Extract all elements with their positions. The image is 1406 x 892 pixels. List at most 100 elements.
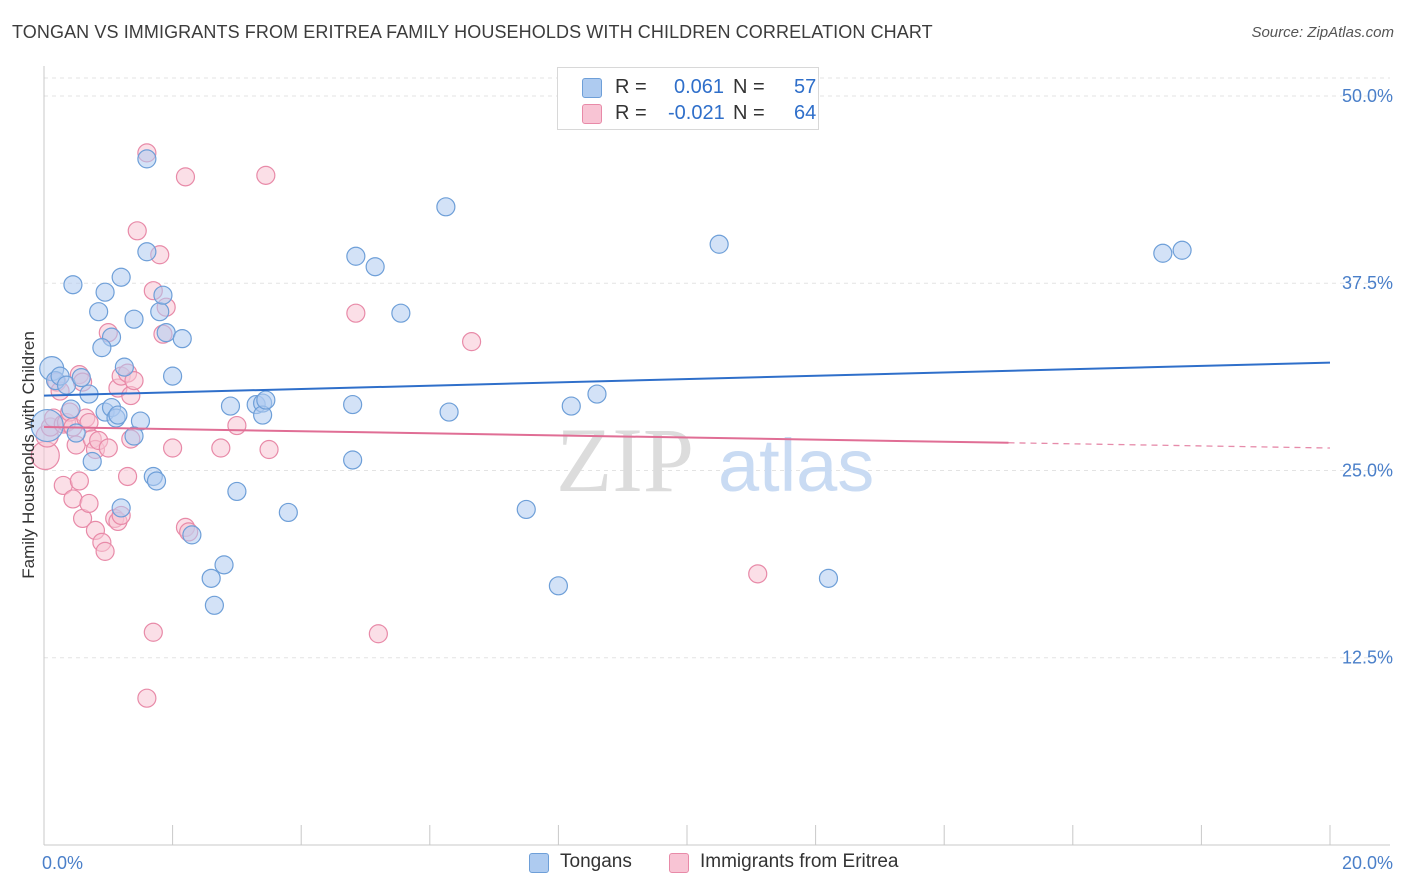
y-tick-label: 37.5% <box>1342 273 1393 293</box>
bottom-legend-swatch-eritrea <box>669 853 689 873</box>
tongans-point <box>172 329 192 349</box>
x-tick-label-min: 0.0% <box>42 853 83 873</box>
legend-r-label: R = <box>615 102 647 124</box>
tongans-point <box>343 394 363 415</box>
tongans-point <box>587 384 607 404</box>
legend-swatch-tongans <box>582 78 602 98</box>
legend-swatch-eritrea <box>582 104 602 124</box>
eritrea-point <box>461 332 482 352</box>
watermark-zip: ZIP <box>556 409 694 511</box>
eritrea-point <box>748 564 768 584</box>
grid-layer <box>44 77 1390 659</box>
source-label: Source: ZipAtlas.com <box>1251 24 1394 41</box>
tongans-point <box>150 302 170 322</box>
tongans-point <box>111 498 131 518</box>
eritrea-point <box>368 624 388 644</box>
correlation-legend: R = 0.061 N = 57 R = -0.021 N = 64 <box>557 67 819 130</box>
eritrea-trend-line <box>43 426 1009 444</box>
tongans-point <box>124 426 144 446</box>
tongans-point <box>391 303 411 323</box>
watermark: ZIP atlas <box>556 409 874 511</box>
eritrea-point <box>69 471 89 491</box>
tongans-point <box>436 197 456 217</box>
y-tick-label: 25.0% <box>1342 460 1393 480</box>
tongans-point <box>61 399 81 419</box>
tongans-point <box>256 390 276 410</box>
tongans-point <box>156 323 176 343</box>
tongans-point <box>30 408 64 443</box>
eritrea-point <box>137 688 157 708</box>
legend-n-label: N = <box>733 76 765 98</box>
eritrea-point <box>98 438 118 458</box>
y-tick-label: 50.0% <box>1342 86 1393 106</box>
eritrea-point <box>117 466 138 487</box>
tongans-point <box>89 302 109 322</box>
y-axis-label: Family Households with Children <box>19 331 38 579</box>
tongans-point <box>71 368 91 388</box>
tongans-point <box>516 499 536 520</box>
bottom-legend-label-eritrea: Immigrants from Eritrea <box>700 851 899 872</box>
tongans-point <box>124 309 144 329</box>
tongans-point <box>137 149 157 169</box>
tongans-point <box>163 366 183 386</box>
tongans-point <box>92 338 112 358</box>
eritrea-point <box>175 167 196 187</box>
tongans-point <box>818 568 839 588</box>
y-tick-label: 12.5% <box>1342 648 1393 668</box>
trend-lines <box>43 361 1331 449</box>
eritrea-trend-line-extension <box>1008 442 1331 449</box>
tongans-point <box>204 595 224 615</box>
series-tongans-points <box>30 149 1192 615</box>
tongans-point <box>114 357 134 377</box>
tongans-point <box>201 568 221 588</box>
tongans-point <box>182 525 202 545</box>
eritrea-point <box>95 541 115 561</box>
eritrea-point <box>127 221 147 241</box>
tongans-point <box>365 257 385 277</box>
watermark-atlas: atlas <box>718 424 874 507</box>
tongans-point <box>346 246 366 266</box>
tongans-point <box>95 282 115 302</box>
eritrea-point <box>211 438 231 458</box>
bottom-legend-swatch-tongans <box>529 853 549 873</box>
tongans-point <box>214 555 234 575</box>
legend-n-label: N = <box>733 102 765 124</box>
tongans-point <box>548 576 569 596</box>
tongans-point <box>1153 243 1173 263</box>
legend-n-value: 57 <box>794 76 817 98</box>
tongans-trend-line <box>43 361 1331 397</box>
tongans-point <box>137 242 157 262</box>
tongans-point <box>343 450 363 470</box>
chart-title: TONGAN VS IMMIGRANTS FROM ERITREA FAMILY… <box>12 22 933 42</box>
eritrea-point <box>124 370 144 391</box>
eritrea-point <box>143 622 163 642</box>
eritrea-point <box>227 415 247 436</box>
legend-r-label: R = <box>615 76 647 98</box>
legend-n-value: 64 <box>794 102 817 124</box>
tongans-point <box>220 396 241 416</box>
eritrea-point <box>79 493 99 514</box>
tongans-point <box>709 234 729 254</box>
axis-layer: 12.5% 25.0% 37.5% 50.0% 0.0% 20.0% <box>42 66 1393 873</box>
tongans-point <box>227 481 247 502</box>
tongans-point <box>82 451 102 472</box>
x-tick-label-max: 20.0% <box>1342 853 1393 873</box>
tongans-point <box>111 267 131 287</box>
legend-r-value: 0.061 <box>674 76 725 98</box>
eritrea-point <box>259 439 279 460</box>
tongans-point <box>439 402 459 422</box>
bottom-legend-label-tongans: Tongans <box>560 851 632 872</box>
legend-r-value: -0.021 <box>668 102 725 124</box>
tongans-point <box>1172 240 1192 260</box>
tongans-point <box>63 275 83 295</box>
tongans-point <box>278 502 298 523</box>
tongans-point <box>108 405 128 425</box>
eritrea-point <box>63 489 83 509</box>
tongans-point <box>561 396 581 416</box>
tongans-point <box>146 471 167 491</box>
eritrea-point <box>163 438 183 458</box>
eritrea-point <box>346 303 366 323</box>
tongans-point <box>153 285 173 305</box>
eritrea-point <box>256 165 276 185</box>
